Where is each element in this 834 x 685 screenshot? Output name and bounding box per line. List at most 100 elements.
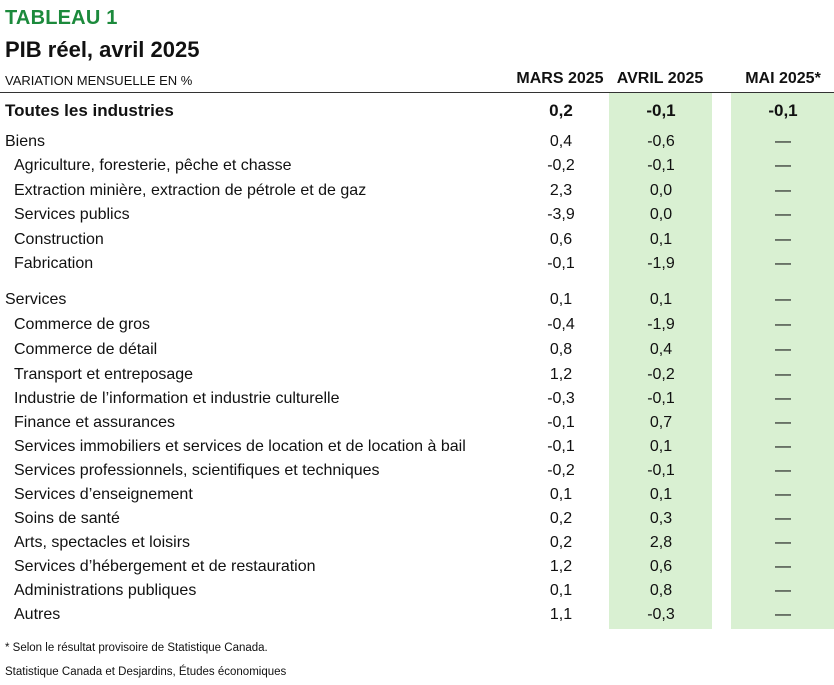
footnote-provisional: * Selon le résultat provisoire de Statis… — [5, 642, 268, 654]
value-march: 0,1 — [549, 582, 573, 599]
table-row: Commerce de gros -0,4 -1,9 — — [0, 316, 834, 340]
value-may: — — [775, 558, 791, 575]
row-label: Transport et entreposage — [14, 366, 194, 383]
row-label: Services d’hébergement et de restauratio… — [14, 558, 316, 575]
row-label: Fabrication — [14, 255, 94, 272]
value-april: -0,6 — [647, 133, 675, 150]
row-label: Services immobiliers et services de loca… — [14, 438, 466, 455]
value-march: -3,9 — [547, 206, 575, 223]
row-label: Administrations publiques — [14, 582, 197, 599]
table-row: Services d’enseignement 0,1 0,1 — — [0, 486, 834, 510]
value-april: 0,1 — [649, 231, 673, 248]
row-label: Soins de santé — [14, 510, 120, 527]
unit-label: VARIATION MENSUELLE EN % — [5, 73, 193, 88]
value-march: 2,3 — [549, 182, 573, 199]
may-column-highlight — [731, 93, 834, 629]
row-label: Extraction minière, extraction de pétrol… — [14, 182, 367, 199]
table-row: Commerce de détail 0,8 0,4 — — [0, 341, 834, 365]
value-may: — — [775, 510, 791, 527]
value-april: 0,6 — [649, 558, 673, 575]
value-march: 0,8 — [549, 341, 573, 358]
table-row: Biens 0,4 -0,6 — — [0, 133, 834, 157]
value-march: -0,4 — [547, 316, 575, 333]
value-april: 0,7 — [649, 414, 673, 431]
table-row: Agriculture, foresterie, pêche et chasse… — [0, 157, 834, 181]
value-may: — — [775, 462, 791, 479]
table-row: Autres 1,1 -0,3 — — [0, 606, 834, 630]
value-april: 0,3 — [649, 510, 673, 527]
value-may: — — [775, 182, 791, 199]
value-april: -0,1 — [647, 462, 675, 479]
value-may: — — [775, 157, 791, 174]
value-april: -1,9 — [647, 316, 675, 333]
table-row: Extraction minière, extraction de pétrol… — [0, 182, 834, 206]
column-header-april: AVRIL 2025 — [616, 70, 704, 87]
source-note: Statistique Canada et Desjardins, Études… — [5, 666, 287, 678]
value-march: 1,2 — [549, 366, 573, 383]
value-may: — — [775, 582, 791, 599]
value-april: -0,2 — [647, 366, 675, 383]
value-march: 0,4 — [549, 133, 573, 150]
row-label: Services publics — [14, 206, 130, 223]
row-label: Autres — [14, 606, 61, 623]
value-march: 0,6 — [549, 231, 573, 248]
value-march: 0,1 — [549, 291, 573, 308]
value-april: 0,1 — [649, 438, 673, 455]
value-may: — — [775, 534, 791, 551]
value-april: -0,1 — [646, 101, 676, 120]
value-may: — — [775, 366, 791, 383]
table-row: Finance et assurances -0,1 0,7 — — [0, 414, 834, 438]
table-row: Industrie de l’information et industrie … — [0, 390, 834, 414]
table-title: PIB réel, avril 2025 — [5, 37, 200, 62]
value-april: 0,1 — [649, 486, 673, 503]
table-row: Transport et entreposage 1,2 -0,2 — — [0, 366, 834, 390]
value-may: — — [775, 414, 791, 431]
column-header-march: MARS 2025 — [516, 70, 604, 87]
value-may: — — [775, 438, 791, 455]
value-april: 0,4 — [649, 341, 673, 358]
value-april: 0,1 — [649, 291, 673, 308]
value-march: 0,2 — [549, 534, 573, 551]
value-april: -0,1 — [647, 390, 675, 407]
value-may: — — [775, 341, 791, 358]
value-april: -0,3 — [647, 606, 675, 623]
row-label: Commerce de détail — [14, 341, 158, 358]
table-row: Construction 0,6 0,1 — — [0, 231, 834, 255]
row-label: Industrie de l’information et industrie … — [14, 390, 340, 407]
row-label: Services professionnels, scientifiques e… — [14, 462, 380, 479]
table-row: Administrations publiques 0,1 0,8 — — [0, 582, 834, 606]
row-label: Biens — [5, 133, 46, 150]
value-april: -1,9 — [647, 255, 675, 272]
table-row: Services publics -3,9 0,0 — — [0, 206, 834, 230]
value-march: 1,2 — [549, 558, 573, 575]
table-row: Services 0,1 0,1 — — [0, 291, 834, 315]
value-may: — — [775, 316, 791, 333]
value-march: 0,2 — [549, 510, 573, 527]
value-april: 2,8 — [649, 534, 673, 551]
april-column-highlight — [609, 93, 712, 629]
value-may: -0,1 — [768, 101, 798, 120]
table-row-total: Toutes les industries 0,2 -0,1 -0,1 — [0, 101, 834, 125]
table-row: Soins de santé 0,2 0,3 — — [0, 510, 834, 534]
row-label: Finance et assurances — [14, 414, 175, 431]
value-may: — — [775, 606, 791, 623]
header-divider — [0, 92, 834, 93]
table-number: TABLEAU 1 — [5, 7, 118, 29]
row-label: Commerce de gros — [14, 316, 151, 333]
table-row: Services professionnels, scientifiques e… — [0, 462, 834, 486]
value-may: — — [775, 486, 791, 503]
value-march: 0,1 — [549, 486, 573, 503]
value-may: — — [775, 133, 791, 150]
value-april: -0,1 — [647, 157, 675, 174]
value-may: — — [775, 255, 791, 272]
column-header-may: MAI 2025* — [745, 70, 821, 87]
value-april: 0,8 — [649, 582, 673, 599]
row-label: Arts, spectacles et loisirs — [14, 534, 191, 551]
value-april: 0,0 — [649, 182, 673, 199]
value-april: 0,0 — [649, 206, 673, 223]
row-label: Agriculture, foresterie, pêche et chasse — [14, 157, 292, 174]
value-march: 0,2 — [549, 101, 573, 120]
row-label: Construction — [14, 231, 104, 248]
value-may: — — [775, 291, 791, 308]
value-march: -0,2 — [547, 462, 575, 479]
